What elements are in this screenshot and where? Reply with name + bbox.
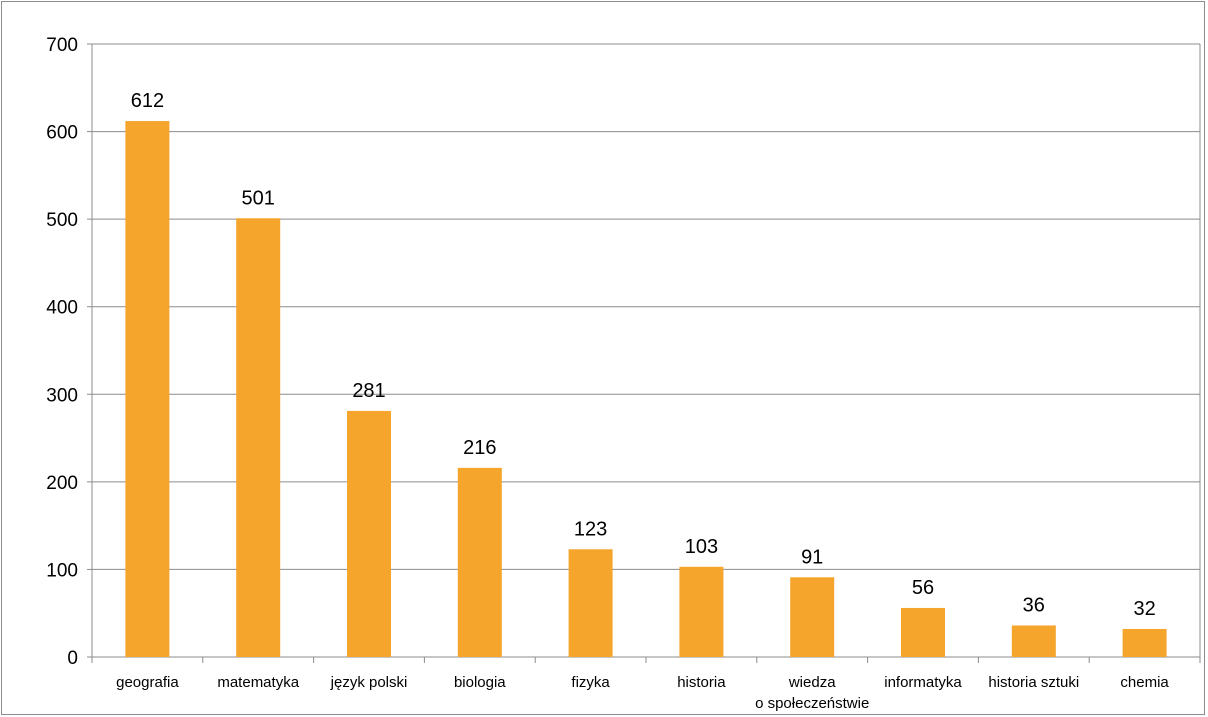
data-labels: 612 501 281 216 123 103 91 56 36 32 [131,90,1156,620]
x-tick-label: o społeczeństwie [755,695,869,712]
bar [347,410,391,657]
data-label: 216 [463,437,496,459]
y-tick-label: 100 [46,560,78,581]
x-tick-label: geografia [116,674,179,691]
x-tick-label: historia [677,674,726,691]
x-tick-label: informatyka [884,674,962,691]
data-label: 56 [912,577,934,599]
bar [457,467,502,657]
x-tick-label: biologia [454,674,506,691]
y-tick-label: 200 [46,473,78,494]
y-tick-label: 300 [46,385,78,406]
x-tick-label: wiedza [788,674,836,691]
bar [236,218,281,657]
data-label: 36 [1023,594,1045,616]
data-label: 612 [131,90,164,112]
x-tick-label: język polski [330,674,408,691]
bar [568,549,613,657]
data-label: 103 [685,536,718,558]
y-tick-label: 600 [46,123,78,144]
bar [679,566,724,657]
x-tick-label: matematyka [217,674,299,691]
x-tick-label: fizyka [571,674,610,691]
x-axis: geografia matematyka język polski biologia f… [91,656,1201,712]
y-tick-label: 400 [46,298,78,319]
x-tick-label: historia sztuki [988,674,1079,691]
data-label: 123 [574,518,607,540]
bar [1122,628,1167,657]
data-label: 32 [1133,598,1155,620]
data-label: 281 [352,380,385,402]
x-tick-label: chemia [1120,674,1169,691]
bar [901,607,945,657]
data-label: 501 [242,187,275,209]
bar [125,121,170,657]
bar [1011,625,1056,657]
y-axis: 0 100 200 300 400 500 600 700 [46,35,93,669]
y-tick-label: 500 [46,210,78,231]
bars [125,121,1167,657]
y-tick-label: 0 [67,648,78,669]
data-label: 91 [801,546,823,568]
y-tick-label: 700 [46,35,78,56]
bar [790,577,835,657]
